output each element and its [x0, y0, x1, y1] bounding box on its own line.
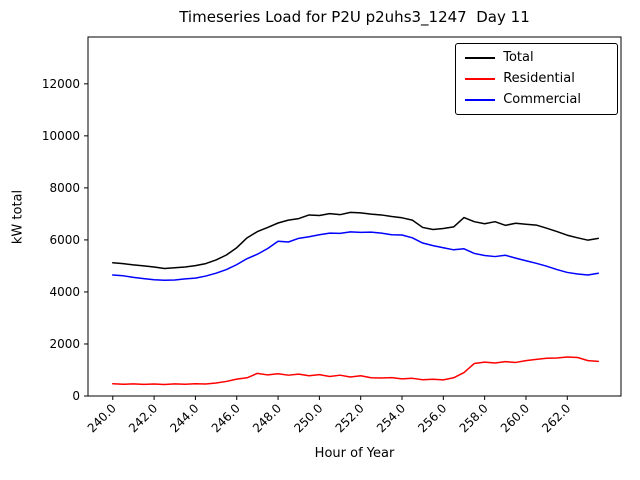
y-tick-label: 8000	[49, 181, 80, 195]
y-tick-label: 6000	[49, 233, 80, 247]
legend-item-residential: Residential	[465, 72, 607, 86]
x-tick-label: 262.0	[539, 401, 573, 435]
legend-label-commercial: Commercial	[503, 92, 581, 107]
y-tick-label: 10000	[42, 129, 80, 143]
y-tick-label: 0	[72, 389, 80, 403]
legend-item-total: Total	[465, 51, 607, 65]
x-tick-label: 250.0	[291, 401, 325, 435]
x-tick-label: 256.0	[415, 401, 449, 435]
y-tick-label: 4000	[49, 285, 80, 299]
series-line-commercial	[112, 231, 600, 281]
legend[interactable]: Total Residential Commercial	[455, 43, 618, 115]
legend-item-commercial: Commercial	[465, 93, 607, 107]
y-tick-label: 2000	[49, 337, 80, 351]
axes-frame	[87, 36, 622, 397]
x-tick-label: 246.0	[209, 401, 243, 435]
x-tick-label: 242.0	[126, 401, 160, 435]
x-tick-label: 244.0	[167, 401, 201, 435]
x-tick-label: 248.0	[250, 401, 284, 435]
series-line-residential	[112, 356, 600, 386]
x-axis-label: Hour of Year	[314, 446, 395, 461]
legend-line-sample-residential	[465, 78, 496, 80]
x-tick-label: 252.0	[333, 401, 367, 435]
chart-title: Timeseries Load for P2U p2uhs3_1247 Day …	[179, 8, 530, 26]
x-tick-label: 260.0	[498, 401, 532, 435]
x-tick-label: 240.0	[85, 401, 119, 435]
legend-label-total: Total	[503, 50, 534, 65]
y-axis-label: kW total	[10, 189, 26, 245]
series-line-total	[112, 211, 600, 270]
x-tick-label: 258.0	[457, 401, 491, 435]
legend-line-sample-total	[465, 57, 496, 59]
x-tick-label: 254.0	[374, 401, 408, 435]
y-tick-label: 12000	[42, 77, 80, 91]
legend-line-sample-commercial	[465, 99, 496, 101]
legend-label-residential: Residential	[503, 71, 575, 86]
